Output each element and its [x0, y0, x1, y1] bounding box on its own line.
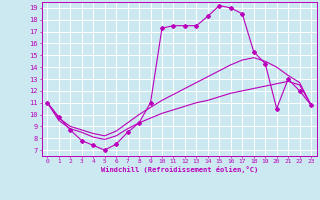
X-axis label: Windchill (Refroidissement éolien,°C): Windchill (Refroidissement éolien,°C)	[100, 166, 258, 173]
